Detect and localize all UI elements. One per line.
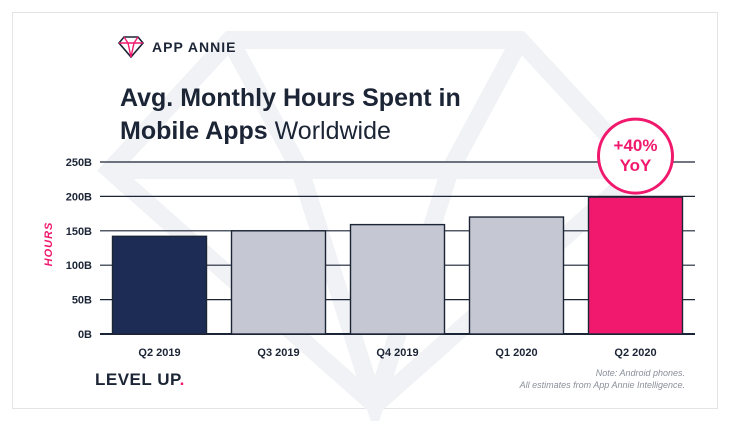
y-tick-label: 0B	[78, 329, 92, 341]
chart-bars	[111, 196, 684, 335]
footnote-line1: Note: Android phones.	[595, 368, 685, 378]
bar	[587, 196, 684, 335]
tagline-text: LEVEL UP	[95, 370, 180, 389]
chart-title: Avg. Monthly Hours Spent in Mobile Apps …	[120, 82, 461, 148]
footnote: Note: Android phones. All estimates from…	[520, 367, 685, 391]
yoy-badge-percent: +40%	[614, 136, 658, 155]
yoy-badge: +40% YoY	[597, 117, 674, 195]
footer-tagline: LEVEL UP.	[95, 370, 185, 390]
y-tick-label: 50B	[72, 295, 92, 307]
yoy-badge-circle	[597, 117, 674, 195]
y-tick-label: 150B	[66, 226, 92, 238]
title-line1: Avg. Monthly Hours Spent in	[120, 84, 461, 112]
title-line2-bold: Mobile Apps	[120, 117, 268, 145]
brand-name: APP ANNIE	[152, 39, 237, 55]
diamond-icon	[118, 36, 144, 58]
x-tick-label: Q2 2020	[614, 347, 656, 359]
x-tick-label: Q4 2019	[376, 347, 418, 359]
y-tick-label: 250B	[66, 157, 92, 169]
brand: APP ANNIE	[118, 36, 236, 58]
bar	[468, 216, 565, 335]
y-axis-ticks: 0B 50B 100B 150B 200B 250B	[66, 157, 92, 341]
yoy-badge-label: YoY	[620, 156, 652, 175]
bar	[230, 230, 327, 335]
y-tick-label: 100B	[66, 260, 92, 272]
bar	[349, 223, 446, 335]
y-axis-label: HOURS	[43, 222, 55, 267]
x-axis-ticks: Q2 2019 Q3 2019 Q4 2019 Q1 2020 Q2 2020	[138, 347, 656, 359]
x-tick-label: Q2 2019	[138, 347, 180, 359]
x-tick-label: Q3 2019	[257, 347, 299, 359]
title-line2-light: Worldwide	[274, 117, 391, 145]
bar	[111, 235, 208, 335]
footnote-line2: All estimates from App Annie Intelligenc…	[519, 380, 685, 390]
x-tick-label: Q1 2020	[495, 347, 537, 359]
tagline-dot: .	[179, 370, 185, 389]
y-tick-label: 200B	[66, 191, 92, 203]
